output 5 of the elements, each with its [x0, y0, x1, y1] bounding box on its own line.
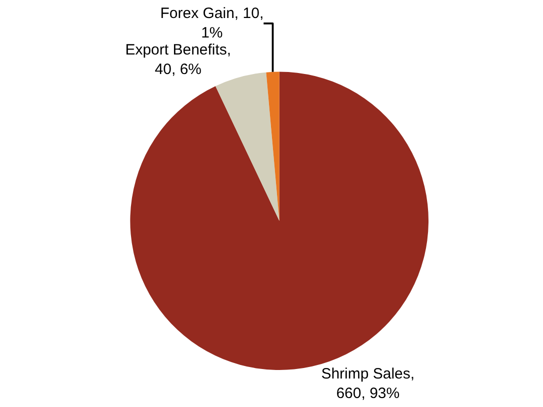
slice-label: Shrimp Sales, 660, 93% — [321, 366, 415, 402]
pie-slice — [215, 72, 280, 221]
pie-slice — [266, 72, 280, 221]
slice-label: Forex Gain, 10, 1% — [160, 5, 264, 42]
slice-label: Export Benefits, 40, 6% — [125, 42, 232, 78]
